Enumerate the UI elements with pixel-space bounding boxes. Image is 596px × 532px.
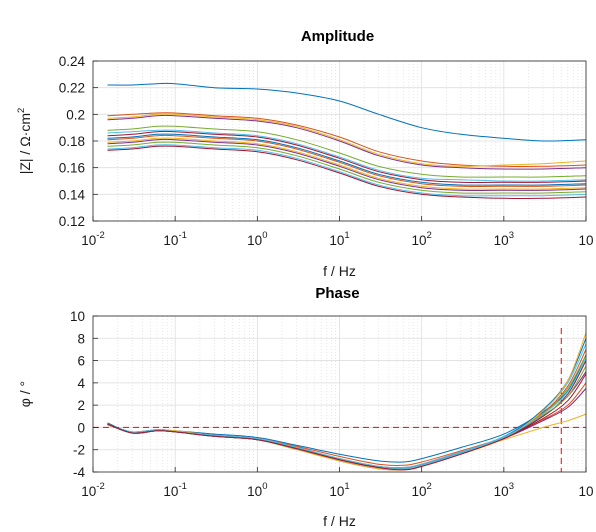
x-tick-exponent: 0 bbox=[262, 230, 267, 241]
x-tick-exponent: 0 bbox=[262, 481, 267, 492]
x-tick-base: 10 bbox=[412, 484, 427, 499]
x-tick-base: 10 bbox=[247, 484, 262, 499]
x-tick-base: 10 bbox=[329, 484, 344, 499]
y-tick-label: 0.18 bbox=[59, 134, 85, 149]
series-group bbox=[107, 332, 587, 471]
x-tick-label: 10-1 bbox=[163, 230, 186, 248]
x-tick-label: 10-2 bbox=[81, 230, 104, 248]
y-tick-label: 0.24 bbox=[59, 54, 86, 69]
x-tick-exponent: 3 bbox=[509, 481, 514, 492]
y-tick-label: 0.14 bbox=[59, 187, 86, 202]
x-axis-label: f / Hz bbox=[323, 263, 356, 279]
x-tick-base: 10 bbox=[81, 233, 96, 248]
y-tick-label: 6 bbox=[77, 354, 85, 369]
x-tick-label: 101 bbox=[329, 481, 349, 499]
x-tick-base: 10 bbox=[163, 233, 178, 248]
x-tick-base: 10 bbox=[81, 484, 96, 499]
x-tick-base: 10 bbox=[247, 233, 262, 248]
y-axis-label: φ / ° bbox=[17, 381, 33, 407]
x-tick-exponent: -2 bbox=[96, 230, 104, 241]
y-tick-label: 2 bbox=[77, 398, 85, 413]
series-line-14 bbox=[107, 373, 587, 471]
x-tick-exponent: -1 bbox=[178, 481, 186, 492]
series-line-1 bbox=[107, 82, 587, 142]
series-group bbox=[107, 82, 587, 200]
series-line-7 bbox=[107, 130, 587, 184]
series-line-12 bbox=[107, 141, 587, 194]
x-tick-exponent: 3 bbox=[509, 230, 514, 241]
x-tick-base: 10 bbox=[578, 233, 593, 248]
x-axis-label: f / Hz bbox=[323, 513, 356, 529]
x-tick-label: 102 bbox=[412, 230, 432, 248]
series-line-5 bbox=[107, 125, 587, 178]
x-tick-exponent: -2 bbox=[96, 481, 104, 492]
y-tick-label: 0.16 bbox=[59, 161, 85, 176]
series-line-6 bbox=[107, 129, 587, 182]
x-tick-base: 10 bbox=[329, 233, 344, 248]
x-tick-label: 102 bbox=[412, 481, 432, 499]
amplitude-chart: 10-2 10-1 100 101 102 103 100.240.220.20.180.1… bbox=[16, 28, 594, 279]
x-tick-base: 10 bbox=[163, 484, 178, 499]
chart-title: Phase bbox=[315, 285, 359, 302]
x-tick-label: 10-2 bbox=[81, 481, 104, 499]
x-tick-base: 10 bbox=[578, 484, 593, 499]
y-tick-label: 10 bbox=[70, 309, 85, 324]
x-tick-label: 103 bbox=[494, 230, 514, 248]
chart-title: Amplitude bbox=[301, 28, 374, 45]
x-tick-exponent: -1 bbox=[178, 230, 186, 241]
x-tick-label: 100 bbox=[247, 230, 267, 248]
series-line-11 bbox=[107, 138, 587, 192]
x-tick-label: 103 bbox=[494, 481, 514, 499]
series-line-9 bbox=[107, 134, 587, 188]
y-axis-label: |Z| / Ω·cm2 bbox=[16, 108, 33, 175]
series-line-13 bbox=[107, 144, 587, 197]
series-line-10 bbox=[107, 137, 587, 190]
y-tick-label: 0.12 bbox=[59, 214, 85, 229]
y-tick-label: 8 bbox=[77, 331, 85, 346]
x-tick-label: 10 bbox=[578, 484, 593, 499]
x-tick-label: 100 bbox=[247, 481, 267, 499]
x-tick-exponent: 1 bbox=[344, 481, 349, 492]
y-tick-label: 0 bbox=[77, 420, 85, 435]
series-line-14 bbox=[107, 145, 587, 200]
x-tick-label: 10-1 bbox=[163, 481, 186, 499]
x-tick-exponent: 2 bbox=[427, 230, 432, 241]
y-tick-label: 0.2 bbox=[66, 107, 85, 122]
y-axis-label-text: φ / ° bbox=[17, 381, 33, 407]
y-tick-label: -4 bbox=[73, 465, 85, 480]
x-tick-label: 10 bbox=[578, 233, 593, 248]
x-tick-exponent: 1 bbox=[344, 230, 349, 241]
series-line-3 bbox=[107, 113, 587, 167]
y-axis-label-text: |Z| / Ω·cm bbox=[17, 113, 33, 174]
x-tick-label: 101 bbox=[329, 230, 349, 248]
y-tick-label: -2 bbox=[73, 443, 85, 458]
phase-chart: 10-2 10-1 100 101 102 103 101086420-2-4Phasef … bbox=[17, 285, 594, 529]
x-tick-base: 10 bbox=[494, 233, 509, 248]
series-line-4 bbox=[107, 114, 587, 170]
y-tick-label: 4 bbox=[77, 376, 85, 391]
series-line-2 bbox=[107, 112, 587, 168]
series-line-8 bbox=[107, 133, 587, 186]
y-axis-label-superscript: 2 bbox=[16, 108, 27, 113]
x-tick-base: 10 bbox=[412, 233, 427, 248]
y-tick-label: 0.22 bbox=[59, 81, 85, 96]
x-tick-exponent: 2 bbox=[427, 481, 432, 492]
x-tick-base: 10 bbox=[494, 484, 509, 499]
